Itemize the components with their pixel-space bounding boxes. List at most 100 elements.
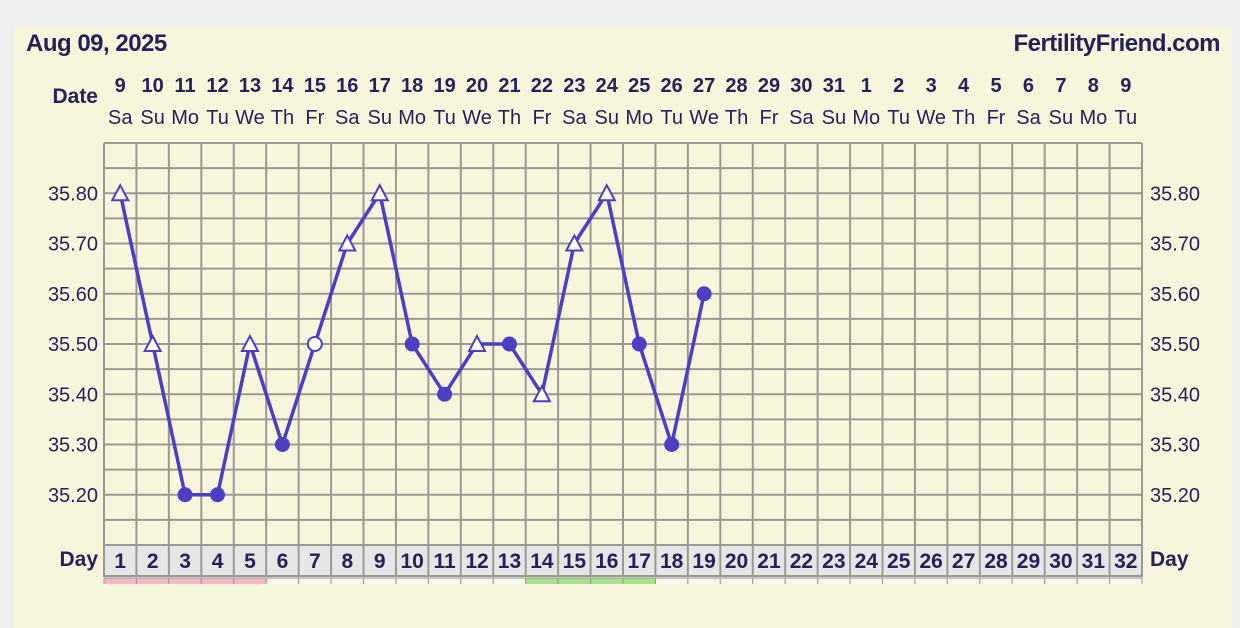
day-label: 2 (147, 550, 159, 573)
status-cell (622, 577, 656, 584)
weekday-label: Fr (987, 107, 1006, 129)
y-tick-left: 35.20 (48, 485, 98, 507)
date-label: 9 (115, 75, 126, 97)
y-tick-right: 35.80 (1150, 183, 1200, 205)
status-cell (946, 577, 981, 584)
temp-point-triangle (564, 233, 585, 252)
day-label: 19 (692, 550, 715, 573)
day-label: 20 (725, 550, 748, 573)
y-tick-left: 35.50 (48, 334, 98, 356)
day-label: 3 (179, 550, 191, 573)
weekday-label: Fr (305, 107, 324, 129)
day-label: 4 (212, 550, 224, 573)
status-cell (168, 577, 202, 584)
y-tick-right: 35.40 (1150, 384, 1200, 406)
weekday-label: Sa (562, 107, 587, 129)
day-label: 31 (1082, 550, 1106, 573)
date-label: 17 (369, 75, 391, 97)
day-label: 14 (530, 550, 554, 573)
day-label: 15 (563, 550, 587, 573)
brand-logo: FertilityFriend.com (1013, 30, 1220, 57)
weekday-label: Fr (760, 107, 779, 129)
day-row-label-right: Day (1150, 548, 1189, 571)
status-cell (200, 577, 235, 584)
date-label: 6 (1023, 75, 1034, 97)
weekday-label: We (689, 107, 719, 129)
status-cell (1076, 577, 1111, 584)
weekday-label: Su (140, 107, 164, 129)
date-label: 14 (271, 75, 294, 97)
temp-point-dot (437, 386, 453, 402)
day-row-label: Day (59, 548, 98, 571)
day-label: 10 (400, 550, 423, 573)
date-label: 27 (693, 75, 715, 97)
status-cell (1109, 577, 1143, 584)
weekday-label: Tu (206, 107, 229, 129)
day-label: 27 (952, 550, 975, 573)
temp-point-triangle (142, 333, 163, 352)
status-cell (103, 577, 137, 584)
date-label: 28 (725, 75, 747, 97)
status-cell (1044, 577, 1078, 584)
day-label: 9 (374, 550, 386, 573)
status-cell (849, 577, 883, 584)
day-label: 28 (984, 550, 1008, 573)
status-cell (135, 577, 170, 584)
date-label: 5 (990, 75, 1001, 97)
day-label: 29 (1017, 550, 1040, 573)
weekday-label: Tu (887, 107, 910, 129)
date-label: 30 (790, 75, 812, 97)
weekday-label: Su (1049, 107, 1073, 129)
weekday-label: Th (952, 107, 975, 129)
date-label: 22 (531, 75, 553, 97)
date-row-label: Date (52, 85, 98, 108)
weekday-label: Fr (532, 107, 551, 129)
temp-point-dot (177, 487, 193, 503)
date-label: 8 (1088, 75, 1099, 97)
date-label: 24 (596, 75, 619, 97)
day-label: 26 (919, 550, 942, 573)
weekday-label: Mo (398, 107, 426, 129)
y-tick-left: 35.80 (48, 183, 98, 205)
temp-point-triangle (240, 333, 260, 352)
weekday-label: We (916, 107, 946, 129)
date-label: 20 (466, 75, 488, 97)
status-cell (363, 577, 397, 584)
status-cell (914, 577, 948, 584)
temp-point-dot (696, 286, 712, 302)
status-cell (784, 577, 819, 584)
y-tick-right: 35.60 (1150, 284, 1200, 306)
weekday-label: Th (498, 107, 521, 129)
day-label: 5 (244, 550, 256, 573)
status-cell (525, 577, 559, 584)
temp-point-triangle (467, 333, 487, 352)
date-label: 25 (628, 75, 650, 97)
weekday-label: Th (271, 107, 294, 129)
day-label: 22 (790, 550, 813, 573)
status-cell (979, 577, 1013, 584)
date-label: 3 (926, 75, 937, 97)
date-label: 1 (861, 75, 872, 97)
temp-point-open (306, 336, 323, 352)
y-tick-left: 35.70 (48, 234, 98, 256)
y-tick-left: 35.40 (48, 384, 98, 406)
date-label: 19 (433, 75, 455, 97)
day-label: 24 (855, 550, 879, 573)
date-label: 29 (758, 75, 780, 97)
date-label: 13 (239, 75, 261, 97)
date-label: 7 (1055, 75, 1066, 97)
status-cell (752, 577, 786, 584)
weekday-label: Tu (433, 107, 456, 129)
day-label: 23 (822, 550, 845, 573)
weekday-label: Sa (1016, 107, 1041, 129)
date-label: 12 (206, 75, 228, 97)
weekday-label: Su (595, 107, 619, 129)
weekday-label: Sa (108, 107, 133, 129)
temp-point-dot (631, 336, 647, 352)
date-label: 2 (893, 75, 904, 97)
temp-point-triangle (337, 233, 357, 252)
weekday-label: Su (367, 107, 391, 129)
status-cell (460, 577, 494, 584)
weekday-label: We (462, 107, 492, 129)
day-label: 13 (498, 550, 521, 573)
